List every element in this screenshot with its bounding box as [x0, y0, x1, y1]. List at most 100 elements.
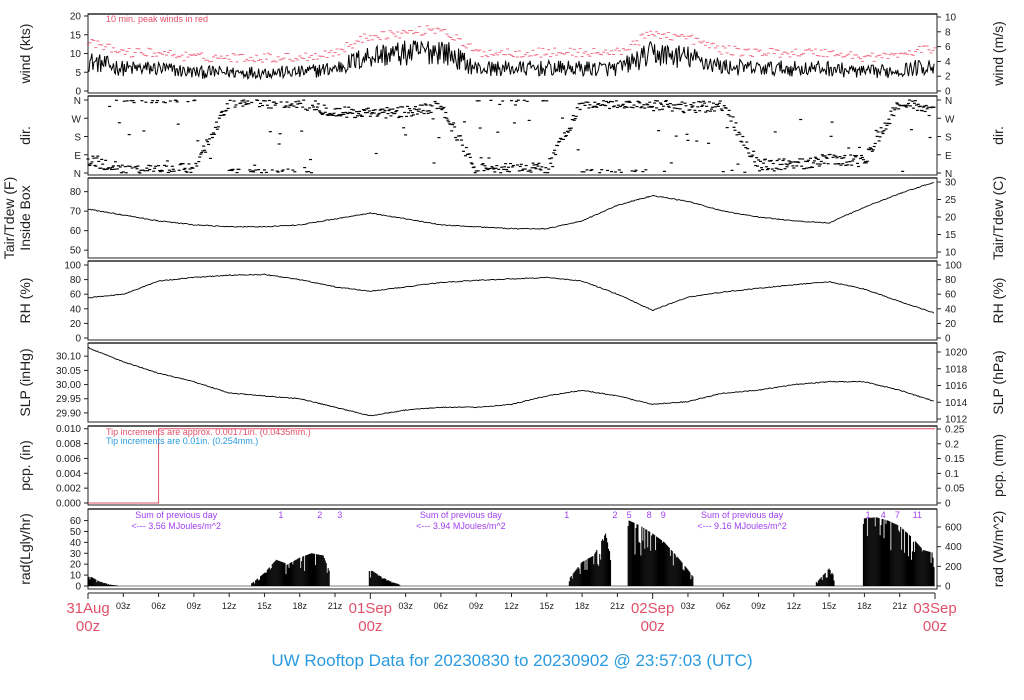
pcp-tick-label-right: 0.05	[945, 484, 965, 495]
rad-event-mark: 1	[564, 510, 569, 520]
rad-tick-label-right: 400	[945, 542, 962, 553]
rh-ylabel: RH (%)	[17, 278, 33, 324]
tair-tick-label-left: 50	[70, 246, 82, 257]
pcp-tick-label-right: 0	[945, 499, 951, 510]
rh-panel-frame	[87, 260, 938, 341]
rad-sum-label: Sum of previous day	[135, 510, 218, 520]
dir-ylabel: dir.	[17, 126, 33, 145]
rad-event-mark: 2	[317, 510, 322, 520]
tair-ylabel-outer: Tair/Tdew (F)	[1, 177, 17, 259]
wind-ylabel: wind (kts)	[17, 24, 33, 85]
rad-event-mark: 1	[865, 510, 870, 520]
rad-tick-label-left: 40	[70, 538, 82, 549]
rad-tick-label-left: 60	[70, 516, 82, 527]
x-tick-label: 12z	[787, 601, 802, 611]
dir-tick-label-left: N	[74, 96, 81, 107]
rh-ylabel-right: RH (%)	[990, 278, 1006, 324]
rad-tick-label-left: 30	[70, 549, 82, 560]
pcp-tick-label-right: 0.15	[945, 454, 965, 465]
slp-tick-label-left: 30.00	[56, 380, 81, 391]
pcp-note-blue: Tip increments are 0.01in. (0.254mm.)	[106, 436, 258, 446]
rad-sum-label: Sum of previous day	[701, 510, 784, 520]
slp-ylabel: SLP (inHg)	[17, 348, 33, 416]
tair-tick-label-right: 10	[945, 248, 957, 259]
pcp-tick-label-left: 0.004	[56, 469, 81, 480]
rad-tick-label-left: 50	[70, 527, 82, 538]
pcp-tick-label-right: 0.1	[945, 469, 959, 480]
dir-tick-label-left: N	[74, 169, 81, 180]
rad-sum-value: <--- 3.94 MJoules/m^2	[416, 521, 506, 531]
slp-tick-label-left: 29.90	[56, 408, 81, 419]
rh-tick-label-left: 20	[70, 319, 82, 330]
x-major-hour-label: 00z	[358, 618, 382, 635]
rad-tick-label-right: 200	[945, 562, 962, 573]
x-tick-label: 09z	[469, 601, 484, 611]
x-tick-label: 18z	[857, 601, 872, 611]
dir-tick-label-left: S	[74, 133, 81, 144]
tair-ylabel: Inside Box	[17, 185, 33, 250]
slp-tick-label-right: 1014	[945, 398, 968, 409]
x-tick-label: 15z	[822, 601, 837, 611]
rh-tick-label-right: 100	[945, 261, 962, 272]
x-tick-label: 18z	[575, 601, 590, 611]
slp-tick-label-right: 1012	[945, 415, 968, 426]
rh-tick-label-right: 0	[945, 334, 951, 345]
x-tick-label: 09z	[751, 601, 766, 611]
rh-tick-label-right: 20	[945, 319, 957, 330]
x-tick-label: 12z	[222, 601, 237, 611]
x-tick-label: 21z	[610, 601, 625, 611]
tair-tick-label-right: 15	[945, 230, 957, 241]
rh-tick-label-left: 80	[70, 275, 82, 286]
tair-tick-label-right: 25	[945, 195, 957, 206]
wind-tick-label-left: 15	[70, 30, 82, 41]
rad-sum-label: Sum of previous day	[420, 510, 503, 520]
slp-tick-label-right: 1020	[945, 348, 968, 359]
wind-tick-label-right: 4	[945, 57, 951, 68]
rad-event-mark: 5	[627, 510, 632, 520]
dir-tick-label-left: W	[72, 114, 82, 125]
rad-event-mark: 11	[913, 510, 922, 520]
wind-panel-frame	[87, 13, 938, 94]
slp-tick-label-left: 30.10	[56, 352, 81, 363]
x-tick-label: 21z	[328, 601, 343, 611]
wind-tick-label-right: 8	[945, 27, 951, 38]
rad-ylabel: rad(Lgly/hr)	[17, 513, 33, 585]
pcp-accum-line	[88, 428, 935, 504]
x-tick-label: 12z	[504, 601, 519, 611]
slp-tick-label-left: 30.05	[56, 366, 81, 377]
rad-event-mark: 1	[278, 510, 283, 520]
tair-tick-label-right: 30	[945, 178, 957, 189]
wind-tick-label-right: 10	[945, 13, 957, 24]
wind-tick-label-left: 20	[70, 12, 82, 23]
dir-tick-label-right: N	[945, 96, 952, 107]
rh-tick-label-left: 0	[75, 334, 81, 345]
x-major-day-label: 31Aug	[66, 600, 109, 617]
slp-tick-label-right: 1016	[945, 381, 968, 392]
x-tick-label: 06z	[716, 601, 731, 611]
wind-peak-annotation: 10 min. peak winds in red	[106, 14, 208, 24]
pcp-note-red: Tip increments are approx. 0.00171in. (0…	[106, 427, 311, 437]
rh-tick-label-left: 40	[70, 304, 82, 315]
rad-event-mark: 4	[881, 510, 886, 520]
x-tick-label: 09z	[187, 601, 202, 611]
pcp-tick-label-left: 0.010	[56, 424, 81, 435]
pcp-panel-frame	[87, 425, 938, 506]
dir-tick-label-right: N	[945, 169, 952, 180]
tair-tick-label-left: 70	[70, 207, 82, 218]
rad-event-mark: 8	[647, 510, 652, 520]
tair-series-line	[87, 181, 935, 230]
slp-ylabel-right: SLP (hPa)	[990, 350, 1006, 414]
wind-speed-line	[87, 40, 935, 81]
rh-series-line	[87, 273, 935, 314]
dir-tick-label-right: E	[945, 151, 952, 162]
rh-tick-label-right: 80	[945, 275, 957, 286]
wind-tick-label-right: 0	[945, 87, 951, 98]
rad-event-mark: 7	[895, 510, 900, 520]
tair-tick-label-left: 80	[70, 187, 82, 198]
rad-tick-label-right: 0	[945, 582, 951, 593]
x-major-hour-label: 00z	[76, 618, 100, 635]
x-tick-label: 06z	[434, 601, 449, 611]
dir-tick-label-left: E	[74, 151, 81, 162]
rh-tick-label-left: 60	[70, 290, 82, 301]
rad-event-mark: 2	[613, 510, 618, 520]
